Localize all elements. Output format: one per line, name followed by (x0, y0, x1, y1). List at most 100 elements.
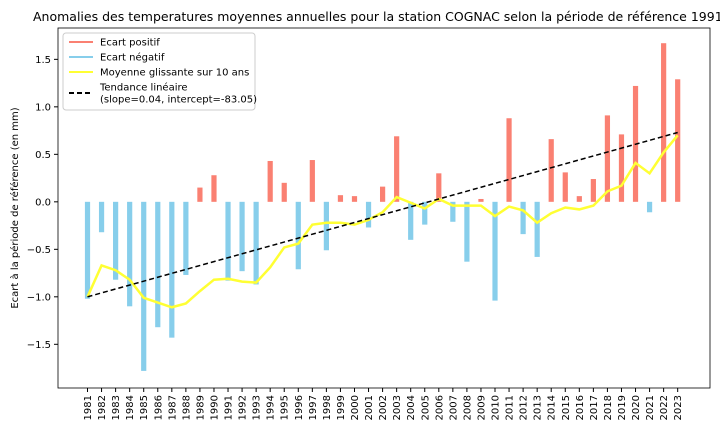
bar (506, 118, 512, 202)
bar (211, 175, 217, 202)
bar (225, 201, 231, 281)
x-tick-label: 2005 (420, 395, 431, 420)
bar (141, 201, 147, 371)
x-tick-label: 1984 (125, 395, 136, 420)
x-tick-label: 2000 (350, 395, 361, 420)
bar (365, 201, 372, 228)
legend: Ecart positif Ecart négatif Moyenne glissa… (62, 32, 257, 111)
bar (253, 201, 259, 285)
y-tick-label: 1.5 (35, 55, 51, 66)
bar (394, 136, 400, 202)
x-tick-label: 1985 (139, 395, 150, 420)
bar (450, 201, 456, 222)
x-tick-label: 2003 (392, 395, 403, 420)
bar (590, 179, 596, 202)
legend-label-line: Tendance linéaire (99, 82, 188, 94)
x-tick-label: 1999 (336, 395, 347, 420)
x-tick-label: 1993 (252, 395, 263, 420)
bar (661, 43, 667, 202)
legend-label-line: (slope=0.04, intercept=-83.05) (100, 95, 257, 106)
x-tick-label: 2013 (533, 395, 544, 420)
bar (351, 196, 358, 202)
bar (98, 201, 105, 233)
bar (183, 201, 189, 275)
x-tick-label: 1994 (266, 395, 277, 420)
bar (675, 79, 681, 202)
bar (197, 187, 203, 202)
x-tick-label: 2016 (575, 395, 586, 420)
x-tick-label: 2020 (631, 395, 642, 420)
bar (127, 201, 133, 307)
bar (562, 172, 568, 202)
x-tick-label: 2004 (406, 395, 417, 420)
chart-title: Anomalies des temperatures moyennes annu… (33, 9, 720, 24)
bar (281, 182, 287, 202)
legend-label: Moyenne glissante sur 10 ans (100, 68, 249, 79)
bar (422, 201, 428, 225)
x-tick-label: 2009 (476, 395, 487, 420)
x-tick-label: 2001 (364, 395, 375, 420)
x-tick-label: 1988 (181, 395, 192, 420)
bar (239, 201, 245, 272)
y-tick-label: −0.5 (27, 245, 51, 256)
legend-label: Tendance linéaire (slope=0.04, intercept=… (99, 82, 257, 106)
bar (267, 160, 273, 202)
y-axis-label: Ecart à la période de référence (en mm) (9, 107, 21, 308)
x-tick-label: 2014 (547, 395, 558, 420)
bar (436, 173, 442, 202)
bar (478, 198, 484, 202)
x-tick-label: 1995 (280, 395, 291, 420)
bar (323, 201, 329, 251)
bar (646, 201, 653, 213)
bar (618, 134, 625, 202)
trend-line (87, 131, 678, 298)
moving-average-line (86, 134, 679, 309)
x-tick-label: 2019 (617, 395, 628, 420)
x-tick-label: 2022 (659, 395, 670, 420)
bar (604, 115, 611, 202)
plot-frame (57, 27, 711, 389)
x-tick-label: 2017 (589, 395, 600, 420)
x-tick-label: 1998 (322, 395, 333, 420)
x-tick-label: 2018 (603, 395, 614, 420)
x-tick-label: 2015 (561, 395, 572, 420)
x-tick-label: 1997 (308, 395, 319, 420)
legend-label: Ecart positif (100, 38, 160, 49)
x-tick-label: 2010 (491, 395, 502, 420)
legend-label-line: Ecart positif (100, 38, 160, 49)
x-tick-label: 2006 (434, 395, 445, 420)
x-tick-label: 2011 (505, 395, 516, 420)
bar (576, 196, 582, 202)
bar (548, 139, 554, 202)
legend-label-line: Moyenne glissante sur 10 ans (100, 68, 249, 79)
x-tick-label: 1983 (111, 395, 122, 420)
bar (464, 201, 470, 262)
x-tick-label: 2007 (448, 395, 459, 420)
x-tick-label: 1989 (195, 395, 206, 420)
x-tick-label: 2002 (378, 395, 389, 420)
legend-label-line: Ecart négatif (100, 52, 165, 64)
y-tick-label: −1.0 (27, 292, 51, 303)
x-tick-label: 1987 (167, 395, 178, 420)
bar (520, 201, 526, 235)
bar (155, 201, 161, 328)
bar (534, 201, 540, 257)
bar (84, 201, 91, 299)
x-tick-label: 1981 (83, 395, 94, 420)
y-tick-label: −1.5 (27, 340, 51, 351)
x-tick-label: 2012 (519, 395, 530, 420)
x-tick-label: 1982 (97, 395, 108, 420)
bar (295, 201, 301, 270)
bar (408, 201, 414, 240)
y-tick-label: 1.0 (35, 102, 51, 113)
bar (337, 195, 344, 202)
bar (309, 160, 315, 202)
bar (113, 201, 119, 280)
x-tick-label: 2008 (462, 395, 473, 420)
x-tick-label: 2023 (673, 395, 684, 420)
bar (379, 186, 386, 202)
legend-box (62, 32, 256, 111)
x-tick-label: 2021 (645, 395, 656, 420)
x-tick-label: 1990 (209, 395, 220, 420)
